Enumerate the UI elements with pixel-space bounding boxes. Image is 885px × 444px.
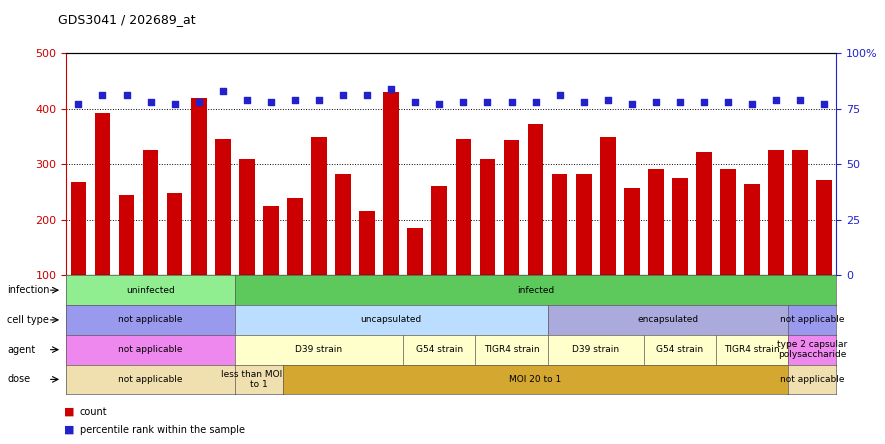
Point [577,99,591,106]
Bar [480,159,496,331]
Bar [792,151,808,331]
Point [408,99,422,106]
Text: TIGR4 strain: TIGR4 strain [724,345,780,354]
Point [167,101,181,108]
Bar [696,151,712,331]
Bar [167,193,182,331]
Bar [142,151,158,331]
Text: type 2 capsular
polysaccharide: type 2 capsular polysaccharide [777,340,848,359]
Bar [71,182,86,331]
Point [384,85,398,92]
Point [143,99,158,106]
Point [119,92,134,99]
Text: MOI 20 to 1: MOI 20 to 1 [510,375,562,384]
Text: ■: ■ [64,407,74,417]
Text: less than MOI 20
to 1: less than MOI 20 to 1 [221,370,296,389]
Point [216,87,230,95]
Text: uncapsulated: uncapsulated [360,315,422,325]
Point [264,99,278,106]
Bar [817,180,832,331]
Bar [95,113,111,331]
Text: ■: ■ [64,425,74,435]
Point [817,101,831,108]
Point [745,101,759,108]
Text: agent: agent [7,345,35,355]
Point [192,99,206,106]
Bar [576,174,591,331]
Bar [552,174,567,331]
Bar [407,228,423,331]
Point [601,96,615,103]
Text: encapsulated: encapsulated [637,315,698,325]
Text: not applicable: not applicable [119,375,183,384]
Bar [768,151,784,331]
Point [96,92,110,99]
Bar [527,124,543,331]
Bar [312,137,327,331]
Bar [287,198,303,331]
Point [312,96,326,103]
Text: D39 strain: D39 strain [573,345,620,354]
Text: TIGR4 strain: TIGR4 strain [484,345,539,354]
Text: G54 strain: G54 strain [657,345,704,354]
Point [240,96,254,103]
Point [360,92,374,99]
Text: D39 strain: D39 strain [296,345,342,354]
Point [721,99,735,106]
Text: not applicable: not applicable [119,345,183,354]
Point [432,101,446,108]
Point [769,96,783,103]
Bar [648,169,664,331]
Bar [383,92,399,331]
Bar [624,188,640,331]
Text: infected: infected [517,285,554,295]
Text: infection: infection [7,285,50,295]
Point [481,99,495,106]
Point [336,92,350,99]
Bar [456,139,471,331]
Point [673,99,687,106]
Text: count: count [80,407,107,417]
Text: dose: dose [7,374,30,385]
Bar [119,195,135,331]
Bar [239,159,255,331]
Point [793,96,807,103]
Point [72,101,86,108]
Bar [359,211,375,331]
Point [649,99,663,106]
Bar [720,169,735,331]
Point [696,99,711,106]
Bar [263,206,279,331]
Point [504,99,519,106]
Text: cell type: cell type [7,315,49,325]
Text: not applicable: not applicable [119,315,183,325]
Point [528,99,543,106]
Point [288,96,302,103]
Bar [744,184,760,331]
Text: not applicable: not applicable [780,375,844,384]
Bar [600,137,616,331]
Bar [335,174,350,331]
Point [457,99,471,106]
Text: not applicable: not applicable [780,315,844,325]
Text: GDS3041 / 202689_at: GDS3041 / 202689_at [58,13,196,26]
Point [552,92,566,99]
Text: G54 strain: G54 strain [416,345,463,354]
Point [625,101,639,108]
Text: percentile rank within the sample: percentile rank within the sample [80,425,244,435]
Bar [504,140,519,331]
Bar [215,139,231,331]
Bar [191,98,206,331]
Bar [432,186,447,331]
Bar [672,178,688,331]
Text: uninfected: uninfected [127,285,175,295]
